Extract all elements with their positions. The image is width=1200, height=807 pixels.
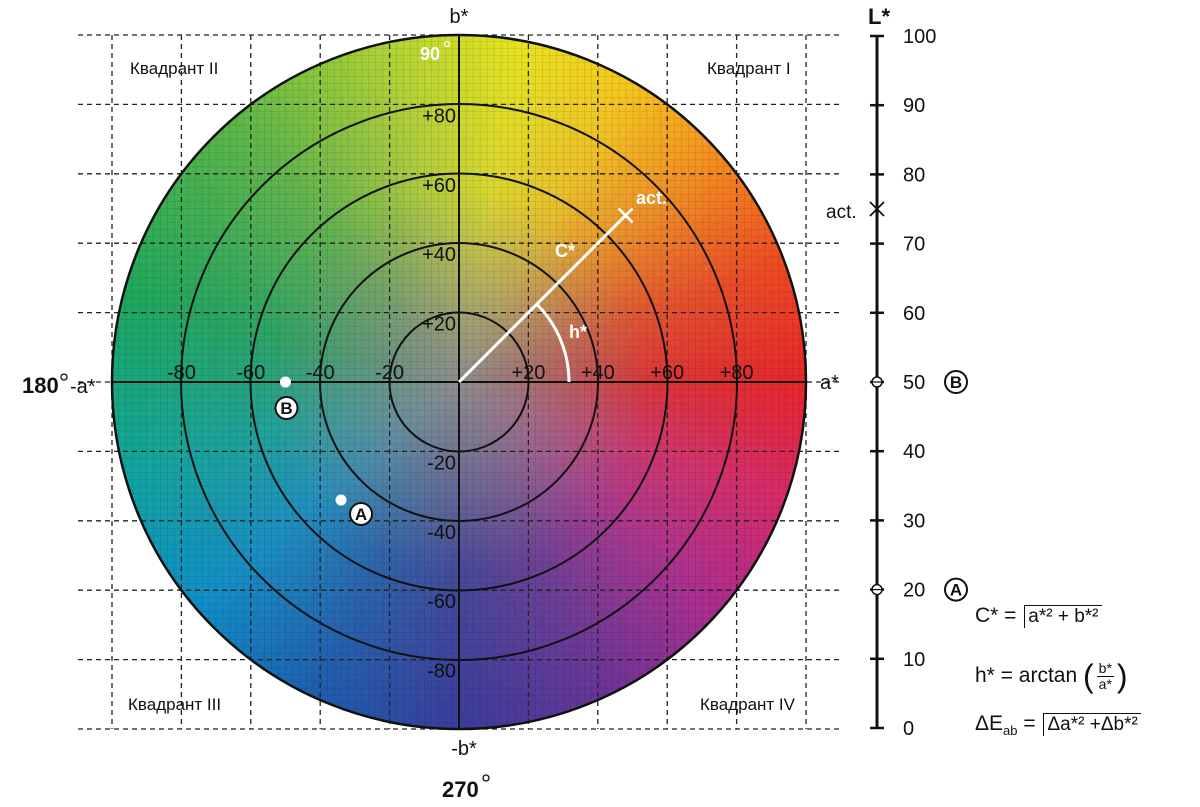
delta-e-rhs: Δa*² +Δb*² [1043, 713, 1141, 736]
b-tick-label: -80 [427, 661, 456, 683]
chroma-formula: C* = a*² + b*² [975, 604, 1102, 628]
angle-270-label: 270 [442, 777, 479, 802]
hue-angle-arc [535, 303, 571, 383]
act-cross-stroke [617, 207, 634, 224]
a-axis-label: a* [820, 372, 839, 394]
lightness-tick-label: 70 [903, 234, 925, 256]
b-axis-label: b* [450, 6, 469, 28]
point-b-dot [280, 376, 291, 388]
badge-circle [944, 370, 968, 394]
delta-e-equals: = [1023, 712, 1036, 735]
chroma-label: C* [555, 241, 575, 261]
sample-points: BA [274, 376, 374, 526]
a-tick-label: -60 [236, 362, 265, 384]
a-tick-label: +60 [650, 362, 684, 384]
lightness-tick-label: 20 [903, 580, 925, 602]
delta-e-subscript: ab [1003, 723, 1018, 739]
lightness-tick-label: 90 [903, 95, 925, 117]
a-tick-label: -40 [306, 362, 335, 384]
chroma-formula-rhs: a*² + b*² [1024, 605, 1102, 628]
hue-formula-denominator: a* [1098, 676, 1112, 692]
point-badge-circle [349, 501, 374, 526]
lightness-tick-label: 80 [903, 164, 925, 186]
degree-symbol-90 [443, 40, 451, 48]
quadrant-1-label: Квадрант I [707, 59, 791, 78]
badge-letter: A [950, 581, 962, 600]
b-tick-label: +80 [422, 105, 456, 127]
color-wheel [112, 35, 806, 729]
a-axis-ticks: -80 -60 -40 -20 +20 +40 +60 +80 [167, 362, 754, 384]
a-tick-label: +20 [511, 362, 545, 384]
neg-b-axis-label: -b* [451, 738, 477, 760]
point-badge-letter: B [280, 399, 292, 418]
degree-symbol-270 [482, 774, 490, 782]
neg-a-axis-label: -a* [70, 376, 96, 398]
hue-formula-numerator: b* [1096, 660, 1114, 677]
point-badge-letter: A [355, 505, 367, 524]
hue-formula-lhs: h* = arctan [975, 664, 1078, 688]
lightness-tick-label: 50 [903, 372, 925, 394]
b-tick-label: +40 [422, 244, 456, 266]
hue-formula-fraction: b* a* [1096, 660, 1114, 692]
badge-circle [944, 577, 968, 602]
a-tick-label: +40 [581, 362, 615, 384]
angle-90-label: 90 [420, 44, 440, 64]
b-tick-label: -60 [427, 591, 456, 613]
lightness-tick-label: 10 [903, 649, 925, 671]
quadrant-2-label: Квадрант II [130, 59, 218, 78]
b-tick-label: +20 [422, 314, 456, 336]
b-axis-ticks: +80 +60 +40 +20 -20 -40 -60 -80 [422, 105, 456, 682]
lightness-tick-label: 40 [903, 441, 925, 463]
lightness-tick-label: 0 [903, 718, 914, 740]
lightness-point-a-badge: A [944, 577, 968, 602]
delta-e-formula: ΔEab = Δa*² +Δb*² [975, 712, 1141, 738]
point-a-badge: A [349, 501, 374, 526]
act-cross-mark [617, 207, 634, 224]
hue-formula: h* = arctan (b* a*) [975, 658, 1128, 694]
chroma-vector [457, 214, 627, 384]
b-tick-label: -40 [427, 522, 456, 544]
degree-symbol-180 [60, 373, 68, 381]
lightness-point-b-badge: B [944, 370, 968, 394]
lightness-tick-label: 60 [903, 303, 925, 325]
chroma-vector-group: act. C* h* [457, 188, 667, 384]
lightness-title: L* [868, 4, 890, 29]
point-a-dot [335, 494, 347, 506]
lightness-tick-label: 100 [903, 26, 936, 48]
a-tick-label: -80 [167, 362, 196, 384]
lightness-act-cross [869, 201, 885, 217]
angle-180-label: 180 [22, 373, 59, 398]
lightness-tick-label: 30 [903, 510, 925, 532]
a-tick-label: -20 [375, 362, 404, 384]
lightness-act-label: act. [826, 202, 857, 223]
hue-label: h* [569, 322, 587, 342]
b-tick-label: -20 [427, 452, 456, 474]
badge-letter: B [950, 373, 962, 392]
delta-e-main: ΔE [975, 712, 1004, 735]
chroma-formula-lhs: C* = [975, 604, 1017, 627]
point-b-badge: B [274, 396, 299, 420]
act-label: act. [636, 188, 667, 208]
a-tick-label: +80 [720, 362, 754, 384]
point-badge-circle [274, 396, 299, 420]
quadrant-4-label: Квадрант IV [700, 695, 796, 714]
quadrant-3-label: Квадрант III [128, 695, 221, 714]
b-tick-label: +60 [422, 175, 456, 197]
